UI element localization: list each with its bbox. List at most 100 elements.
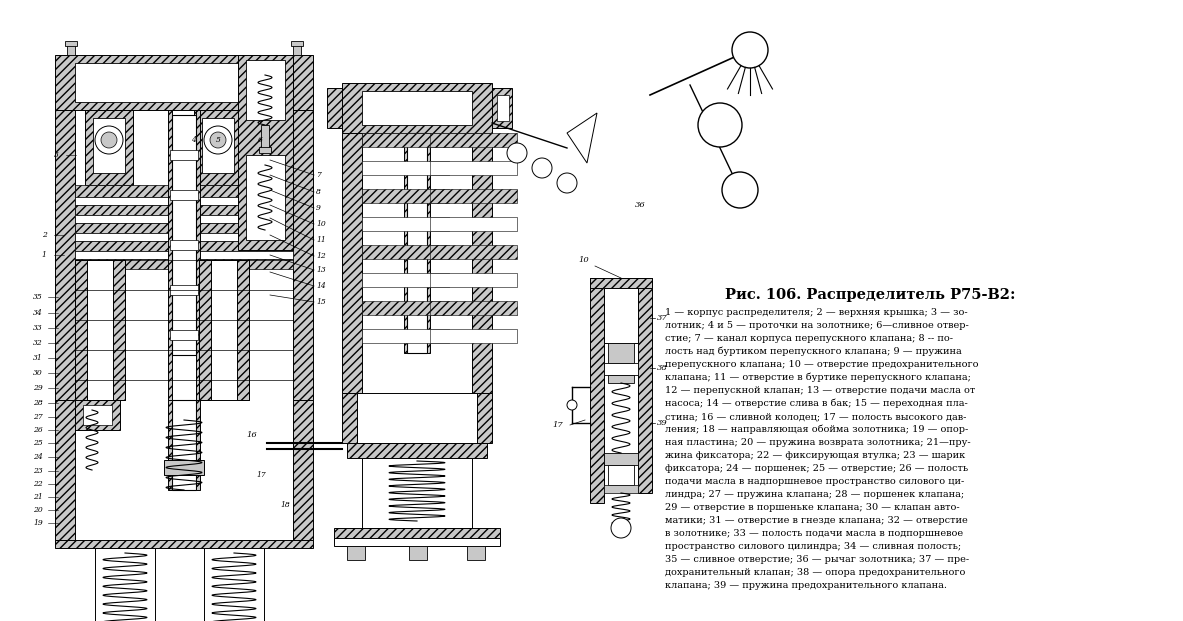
Bar xyxy=(608,375,634,383)
Bar xyxy=(342,393,357,443)
Bar xyxy=(291,41,303,46)
Text: 17: 17 xyxy=(552,421,563,429)
Text: перепускного клапана; 10 — отверстие предохранительного: перепускного клапана; 10 — отверстие пре… xyxy=(665,360,978,369)
Text: 35: 35 xyxy=(33,293,43,301)
Bar xyxy=(638,278,652,493)
Text: лотник; 4 и 5 — проточки на золотнике; 6—сливное отвер-: лотник; 4 и 5 — проточки на золотнике; 6… xyxy=(665,321,969,330)
Bar xyxy=(75,259,293,269)
Bar xyxy=(429,245,517,259)
Bar xyxy=(54,110,75,400)
Bar xyxy=(75,233,293,241)
Bar xyxy=(497,95,509,121)
Bar xyxy=(608,465,634,485)
Bar xyxy=(605,453,638,465)
Bar xyxy=(605,288,638,343)
Text: 4: 4 xyxy=(190,136,195,144)
Bar xyxy=(362,189,450,203)
Bar xyxy=(194,110,243,185)
Bar xyxy=(618,518,623,528)
Bar xyxy=(293,400,313,540)
Bar xyxy=(95,548,155,621)
Text: 17: 17 xyxy=(256,471,266,479)
Bar xyxy=(170,240,198,250)
Bar xyxy=(429,133,517,147)
Bar xyxy=(54,540,313,548)
Bar xyxy=(75,260,88,400)
Bar xyxy=(75,205,293,215)
Bar xyxy=(492,88,512,128)
Bar xyxy=(429,189,517,203)
Bar xyxy=(164,460,203,475)
Circle shape xyxy=(610,518,631,538)
Bar xyxy=(238,55,293,250)
Bar xyxy=(429,301,517,315)
Text: подачи масла в надпоршневое пространство силового ци-: подачи масла в надпоршневое пространство… xyxy=(665,477,964,486)
Text: 33: 33 xyxy=(33,324,43,332)
Text: 8: 8 xyxy=(316,188,321,196)
Text: 1 — корпус распределителя; 2 — верхняя крышка; 3 — зо-: 1 — корпус распределителя; 2 — верхняя к… xyxy=(665,308,968,317)
Text: 32: 32 xyxy=(33,339,43,347)
Text: ная пластина; 20 — пружина возврата золотника; 21—пру-: ная пластина; 20 — пружина возврата золо… xyxy=(665,438,970,447)
Bar xyxy=(429,329,517,343)
Circle shape xyxy=(722,172,758,208)
Text: 28: 28 xyxy=(33,399,43,407)
Circle shape xyxy=(203,126,232,154)
Bar xyxy=(172,115,196,355)
Text: 29 — отверстие в поршеньке клапана; 30 — клапан авто-: 29 — отверстие в поршеньке клапана; 30 —… xyxy=(665,503,959,512)
Text: 21: 21 xyxy=(33,493,43,501)
Text: 38: 38 xyxy=(657,364,667,372)
Text: лость над буртиком перепускного клапана; 9 — пружина: лость над буртиком перепускного клапана;… xyxy=(665,347,962,356)
Bar xyxy=(261,125,269,150)
Bar xyxy=(467,546,485,560)
Text: фиксатора; 24 — поршенек; 25 — отверстие; 26 — полость: фиксатора; 24 — поршенек; 25 — отверстие… xyxy=(665,464,968,473)
Bar xyxy=(75,197,293,205)
Bar xyxy=(75,223,293,233)
Bar xyxy=(170,285,198,295)
Text: 7: 7 xyxy=(316,171,321,179)
Bar xyxy=(93,118,125,173)
Bar xyxy=(362,458,472,528)
Text: 11: 11 xyxy=(316,236,325,244)
Text: 39: 39 xyxy=(657,419,667,427)
Bar xyxy=(196,110,200,400)
Text: в золотнике; 33 — полость подачи масла в подпоршневое: в золотнике; 33 — полость подачи масла в… xyxy=(665,529,963,538)
Bar xyxy=(362,133,450,147)
Text: 15: 15 xyxy=(316,298,325,306)
Bar xyxy=(202,118,234,173)
Text: стие; 7 — канал корпуса перепускного клапана; 8 -- по-: стие; 7 — канал корпуса перепускного кла… xyxy=(665,334,953,343)
Bar xyxy=(429,161,517,175)
Circle shape xyxy=(732,32,768,68)
Bar xyxy=(605,485,638,493)
Text: 1: 1 xyxy=(41,251,46,259)
Circle shape xyxy=(698,103,742,147)
Text: 12 — перепускной клапан; 13 — отверстие подачи масла от: 12 — перепускной клапан; 13 — отверстие … xyxy=(665,386,975,395)
Bar xyxy=(246,155,285,240)
Text: стина; 16 — сливной колодец; 17 — полость высокого дав-: стина; 16 — сливной колодец; 17 — полост… xyxy=(665,412,967,421)
Bar xyxy=(362,217,450,231)
Text: ления; 18 — направляющая обойма золотника; 19 — опор-: ления; 18 — направляющая обойма золотник… xyxy=(665,425,968,435)
Bar xyxy=(83,405,112,425)
Bar xyxy=(334,538,500,546)
Circle shape xyxy=(211,132,226,148)
Text: 13: 13 xyxy=(316,266,325,274)
Text: 35 — сливное отверстие; 36 — рычаг золотника; 37 — пре-: 35 — сливное отверстие; 36 — рычаг золот… xyxy=(665,555,969,564)
Bar xyxy=(237,260,248,400)
Text: Рис. 106. Распределитель Р75-В2:: Рис. 106. Распределитель Р75-В2: xyxy=(725,288,1015,302)
Bar xyxy=(362,273,450,287)
Text: 22: 22 xyxy=(33,480,43,488)
Circle shape xyxy=(557,173,577,193)
Circle shape xyxy=(508,143,526,163)
Bar xyxy=(199,260,248,400)
Bar xyxy=(590,278,652,288)
Circle shape xyxy=(532,158,552,178)
Circle shape xyxy=(95,126,123,154)
Bar xyxy=(196,400,200,490)
Bar xyxy=(75,251,293,259)
Text: 14: 14 xyxy=(316,282,325,290)
Bar xyxy=(590,278,605,503)
Bar xyxy=(65,41,77,46)
Bar xyxy=(75,260,125,400)
Bar xyxy=(293,110,313,400)
Text: 5: 5 xyxy=(215,136,220,144)
Bar xyxy=(342,83,492,133)
